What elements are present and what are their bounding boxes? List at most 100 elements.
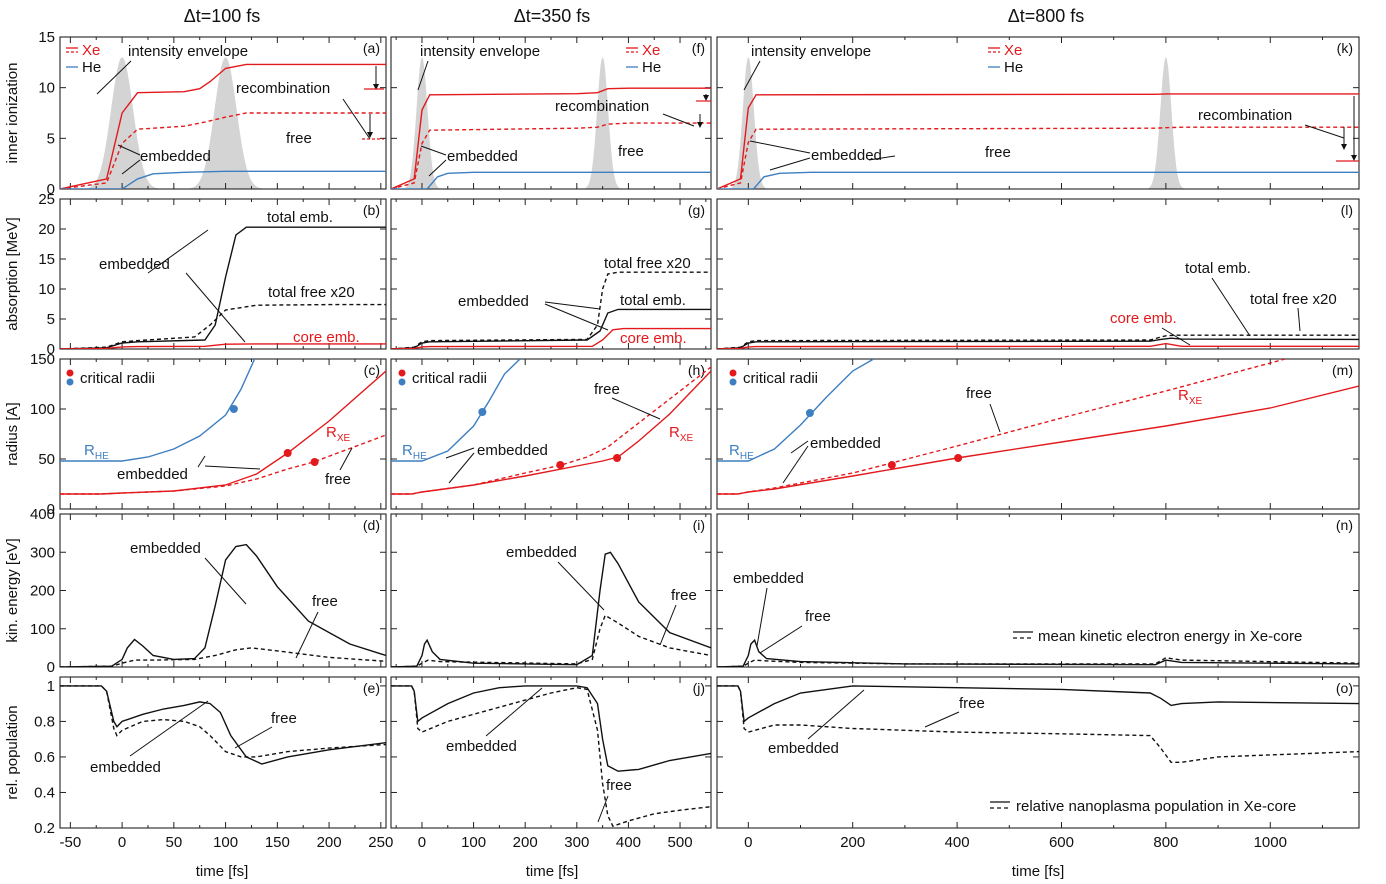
panel-frame — [390, 513, 712, 668]
annotation-leader — [790, 440, 809, 454]
ann-embedded: embedded — [477, 442, 548, 459]
ann-r-he: RHE — [84, 442, 109, 462]
annotation-leader — [204, 557, 247, 605]
panel-label: (e) — [363, 680, 380, 696]
ann-r-xe: RXE — [326, 424, 351, 444]
y-tick-label: 15 — [38, 251, 55, 268]
x-tick-label: 250 — [368, 834, 393, 851]
ann-free: free — [805, 608, 831, 625]
y-tick-label: 150 — [30, 351, 55, 368]
series-group-i — [391, 551, 711, 667]
ann-free: free — [271, 710, 297, 727]
panel-m: (m) — [716, 358, 1360, 510]
intensity-envelope-2 — [576, 57, 629, 189]
ann-free: free — [985, 144, 1011, 161]
series-line-3 — [60, 434, 386, 495]
ann-r-xe: RXE — [669, 424, 694, 444]
panel-frame — [716, 198, 1360, 350]
ann-embedded: embedded — [458, 293, 529, 310]
annotation-leader — [129, 700, 209, 757]
annotation-leader — [868, 155, 896, 161]
panel-g: (g) — [390, 198, 712, 350]
y-tick-label: 100 — [30, 621, 55, 638]
series-group-c — [60, 359, 386, 495]
series-group-a — [60, 63, 386, 189]
series-group-d — [60, 543, 386, 667]
critical-radius-point — [229, 405, 238, 413]
series-line-3 — [391, 327, 711, 349]
x-tick-label: 50 — [165, 834, 182, 851]
ann-free: free — [959, 695, 985, 712]
annotation-leader — [659, 604, 677, 646]
ann-free: free — [618, 143, 644, 160]
xlabel-col-3: time [fs] — [1012, 863, 1065, 880]
panel-label: (m) — [1332, 362, 1353, 378]
panel-frame — [390, 198, 712, 350]
legend-critical-radii: critical radii — [743, 370, 818, 387]
ann-embedded: embedded — [447, 148, 518, 165]
ann-intensity-envelope: intensity envelope — [128, 43, 248, 60]
ann-embedded: embedded — [506, 544, 577, 561]
ann-embedded: embedded — [99, 256, 170, 273]
y-tick-label: 0.8 — [34, 713, 55, 730]
panel-label: (n) — [1336, 517, 1353, 533]
annotation-leader — [445, 447, 475, 459]
ylabel-row-2: absorption [MeV] — [4, 217, 21, 330]
ann-recombination: recombination — [1198, 107, 1292, 124]
annotation-leader — [342, 98, 371, 140]
ann-free: free — [325, 471, 351, 488]
ann-free: free — [606, 777, 632, 794]
series-line-1 — [717, 638, 1359, 667]
series-line-1 — [391, 359, 521, 462]
series-group-n — [717, 638, 1359, 667]
series-line-1 — [391, 551, 711, 667]
ann-core-emb: core emb. — [1110, 310, 1177, 327]
intensity-envelope-2 — [1139, 57, 1192, 189]
legend-critical-radii: critical radii — [80, 370, 155, 387]
annotation-leader — [782, 445, 809, 484]
series-line-3 — [391, 171, 711, 189]
y-tick-label: 10 — [38, 80, 55, 97]
arrow-head — [373, 84, 379, 90]
arrow-head — [1341, 144, 1347, 150]
row-labels: inner ionization absorption [MeV] radius [… — [4, 63, 1064, 880]
envelope-group-col-2 — [396, 57, 629, 189]
y-tick-label: 25 — [38, 191, 55, 208]
intensity-envelope-1 — [396, 57, 448, 189]
series-line-2 — [717, 126, 1359, 189]
x-tick-label: 400 — [616, 834, 641, 851]
ann-embedded: embedded — [810, 435, 881, 452]
intensity-envelope-1 — [70, 57, 174, 189]
panel-frame — [716, 676, 1360, 829]
series-group-k — [717, 93, 1359, 189]
panel-frame — [716, 36, 1360, 190]
annotation-leader — [234, 726, 273, 749]
annotation-leader — [339, 447, 353, 471]
legend-critical-radii: critical radii — [412, 370, 487, 387]
ann-free: free — [966, 385, 992, 402]
x-tick-label: 0 — [118, 834, 126, 851]
legend-mean-kinetic-energy: mean kinetic electron energy in Xe-core — [1038, 628, 1302, 645]
ann-core-emb: core emb. — [293, 329, 360, 346]
annotation-leader — [204, 465, 261, 470]
series-line-2 — [717, 657, 1359, 667]
ann-r-he: RHE — [402, 442, 427, 462]
legend-critical-he-dot — [729, 378, 737, 386]
x-tick-label: -50 — [60, 834, 82, 851]
panel-o: (o) 0 200 400 600 800 1000 — [716, 676, 1360, 851]
annotation-leader — [428, 159, 447, 177]
panel-label: (g) — [688, 202, 705, 218]
x-tick-label: 150 — [265, 834, 290, 851]
series-line-2 — [391, 271, 711, 349]
series-line-1 — [717, 337, 1359, 349]
series-group-f — [391, 87, 711, 189]
annotation-leader — [807, 689, 865, 740]
annotation-leader — [185, 272, 246, 343]
arrow-head — [1351, 155, 1357, 161]
column-title-1: Δt=100 fs — [184, 6, 261, 26]
ann-embedded: embedded — [140, 148, 211, 165]
critical-radius-point — [805, 409, 814, 417]
annotation-leader — [769, 157, 811, 171]
x-tick-label: 300 — [564, 834, 589, 851]
ann-free: free — [286, 130, 312, 147]
